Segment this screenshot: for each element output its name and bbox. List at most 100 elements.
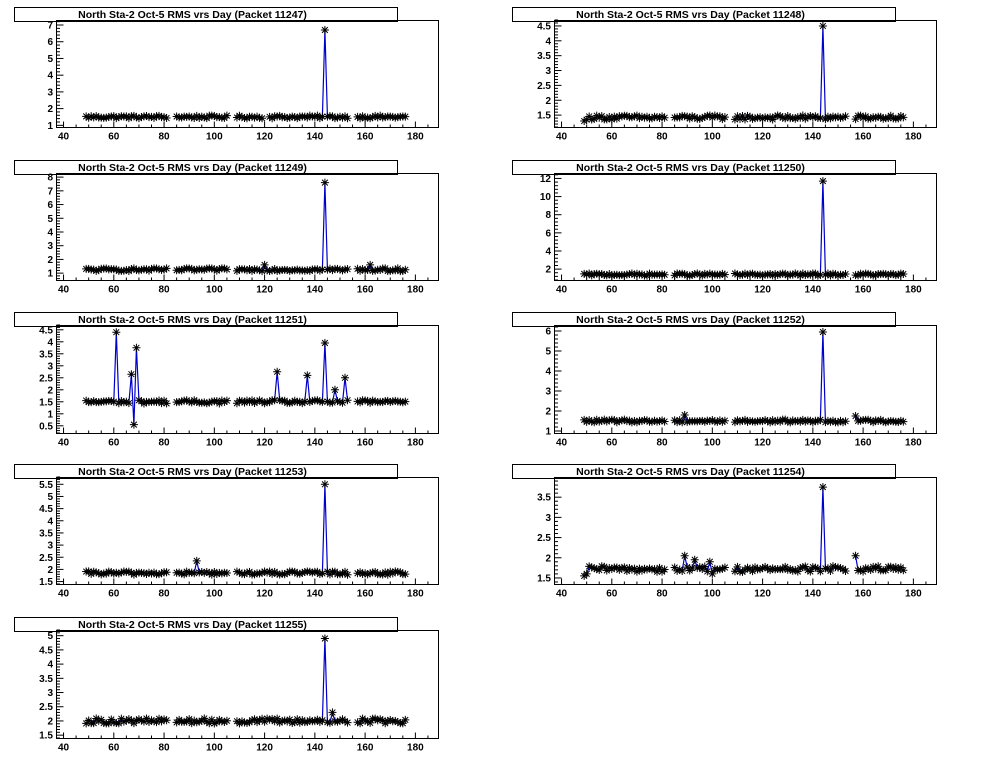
data-point: [94, 266, 103, 275]
data-point: [119, 266, 128, 275]
data-point: [630, 112, 639, 121]
x-tick-label: 160: [357, 438, 374, 449]
x-tick-label: 160: [855, 589, 872, 600]
data-point: [796, 564, 805, 573]
data-point: [134, 266, 143, 275]
y-tick-label: 2: [47, 385, 53, 396]
data-point: [195, 717, 204, 726]
data-point: [871, 416, 880, 425]
y-tick-label: 2.5: [537, 533, 551, 544]
data-point: [595, 565, 604, 574]
data-point: [398, 719, 407, 728]
data-point: [622, 270, 631, 279]
y-tick-label: 4.5: [537, 21, 551, 32]
y-tick-label: 3: [47, 688, 53, 699]
data-point: [222, 716, 231, 725]
data-point: [791, 566, 800, 575]
data-point: [243, 266, 251, 275]
data-point: [743, 270, 752, 279]
data-point: [587, 563, 596, 572]
data-point: [675, 565, 684, 574]
data-point: [210, 265, 219, 274]
data-point: [258, 114, 267, 123]
data-point: [680, 551, 689, 560]
data-point: [783, 417, 792, 426]
x-tick-label: 140: [805, 438, 822, 449]
data-point: [803, 112, 812, 121]
data-point: [756, 565, 765, 574]
data-point: [871, 271, 880, 280]
data-point: [243, 718, 251, 727]
data-point: [776, 112, 785, 121]
x-tick-label: 140: [805, 285, 822, 296]
data-point: [373, 716, 382, 725]
data-point: [318, 569, 327, 578]
data-point: [175, 568, 184, 577]
data-point: [813, 417, 822, 426]
data-point: [866, 416, 875, 425]
data-point: [112, 114, 121, 123]
data-point: [84, 113, 93, 122]
data-point: [147, 112, 156, 121]
data-point: [162, 399, 171, 408]
data-point: [315, 569, 324, 578]
data-point: [185, 397, 194, 406]
data-point: [703, 270, 712, 279]
data-point: [791, 269, 800, 278]
data-point: [582, 270, 591, 279]
y-tick-label: 6: [47, 200, 53, 211]
data-point: [177, 266, 186, 275]
data-point: [720, 270, 729, 279]
y-tick-label: 3.5: [537, 493, 551, 504]
data-point: [258, 267, 267, 276]
data-point: [710, 111, 719, 120]
data-point: [160, 265, 169, 274]
data-point: [876, 415, 885, 424]
data-point: [290, 567, 299, 576]
data-point: [698, 271, 707, 280]
data-point: [275, 570, 284, 579]
data-point: [190, 396, 199, 405]
data-point: [683, 417, 692, 426]
data-point: [122, 397, 131, 406]
data-point: [698, 416, 707, 425]
x-tick-label: 80: [159, 438, 171, 449]
chart-title-box: [512, 7, 896, 22]
data-point: [658, 112, 667, 121]
data-point: [202, 717, 211, 726]
data-point: [741, 115, 749, 124]
data-point: [212, 266, 221, 275]
data-point: [237, 113, 246, 122]
series-line: [85, 30, 406, 119]
data-point: [243, 568, 251, 577]
x-tick-label: 120: [256, 285, 273, 296]
y-tick-label: 4.5: [39, 645, 53, 656]
data-point: [114, 719, 123, 728]
data-point: [889, 270, 898, 279]
data-point: [192, 397, 201, 406]
x-tick-label: 60: [108, 285, 120, 296]
chart-title-box: [14, 160, 398, 175]
data-point: [383, 396, 392, 405]
data-point: [811, 112, 820, 121]
data-point: [215, 568, 224, 577]
data-point: [808, 563, 817, 572]
data-point: [92, 266, 101, 275]
data-point: [763, 270, 772, 279]
data-point: [793, 567, 802, 576]
data-point: [625, 270, 634, 279]
chart-panel: North Sta-2 Oct-5 RMS vrs Day (Packet 11…: [512, 312, 937, 449]
chart-panel: North Sta-2 Oct-5 RMS vrs Day (Packet 11…: [14, 312, 439, 449]
data-point: [366, 569, 375, 578]
data-point: [806, 567, 815, 576]
y-tick-label: 1.5: [537, 573, 551, 584]
x-tick-label: 180: [905, 285, 922, 296]
data-point: [851, 115, 860, 124]
data-point: [353, 569, 362, 578]
data-point: [818, 21, 827, 30]
data-point: [607, 271, 616, 280]
data-point: [718, 417, 727, 426]
data-point: [333, 397, 342, 406]
y-tick-label: 7: [47, 186, 53, 197]
